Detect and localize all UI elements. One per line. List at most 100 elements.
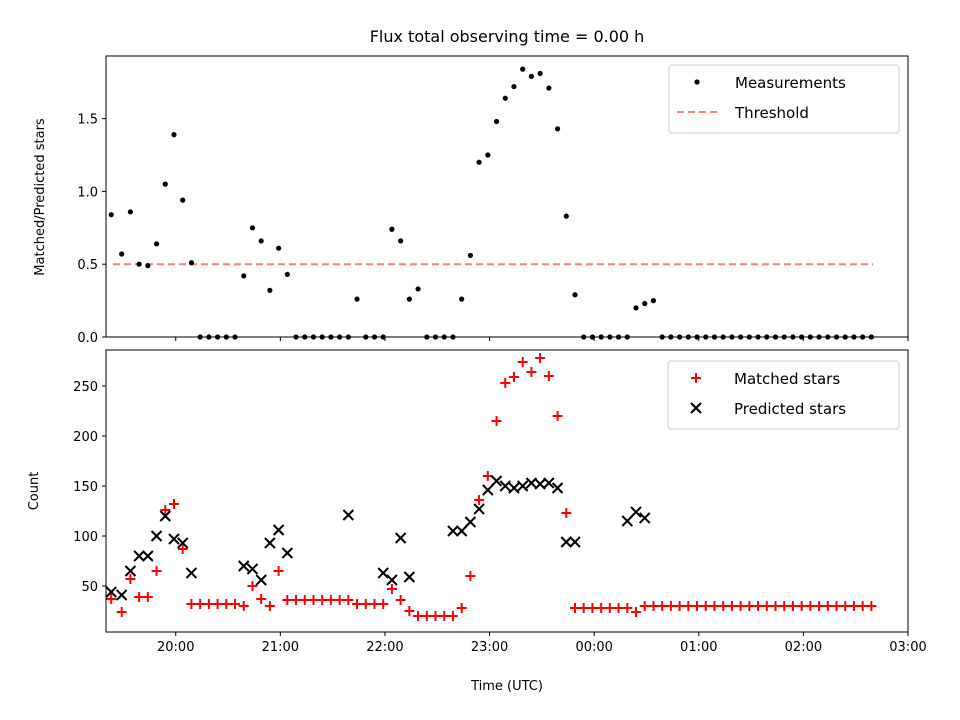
- matched-star-marker: [665, 601, 676, 611]
- matched-star-marker: [308, 595, 319, 605]
- measurement-point: [188, 260, 195, 266]
- matched-star-marker: [186, 599, 197, 609]
- matched-star-marker: [474, 495, 485, 505]
- measurement-point: [171, 132, 177, 138]
- matched-star-marker: [134, 592, 145, 602]
- matched-star-marker: [256, 594, 267, 604]
- y-tick-label: 250: [73, 380, 98, 395]
- measurement-point: [642, 300, 648, 307]
- measurement-point: [180, 197, 186, 203]
- figure-title: Flux total observing time = 0.00 h: [370, 27, 645, 46]
- matched-star-marker: [761, 601, 772, 611]
- matched-star-marker: [430, 611, 441, 621]
- y-tick-label: 50: [81, 580, 98, 595]
- measurement-point: [493, 118, 500, 125]
- bottom-y-axis-label: Count: [27, 472, 42, 511]
- predicted-star-marker: [281, 547, 294, 559]
- matched-star-marker: [413, 611, 424, 621]
- y-tick-label: 0.5: [77, 258, 98, 273]
- matched-star-marker: [604, 603, 615, 613]
- measurement-point: [267, 287, 273, 294]
- matched-star-marker: [360, 599, 371, 609]
- measurement-point: [145, 263, 151, 269]
- x-tick-label: 01:00: [680, 640, 717, 655]
- matched-star-marker: [421, 611, 432, 621]
- matched-star-marker: [631, 607, 642, 617]
- y-tick-label: 100: [73, 530, 98, 545]
- matched-star-marker: [596, 603, 607, 613]
- predicted-star-marker: [377, 567, 389, 579]
- measurement-point: [485, 152, 491, 158]
- measurement-point: [258, 238, 264, 244]
- matched-star-marker: [378, 599, 389, 609]
- matched-star-marker: [657, 601, 668, 611]
- x-tick-label: 21:00: [262, 640, 299, 655]
- predicted-star-marker: [560, 536, 572, 548]
- matched-star-marker: [291, 595, 302, 605]
- predicted-star-marker: [516, 480, 529, 492]
- matched-star-marker: [569, 603, 580, 613]
- legend-label: Predicted stars: [734, 400, 846, 418]
- measurement-point: [520, 66, 526, 72]
- predicted-star-marker: [105, 586, 117, 598]
- predicted-star-marker: [255, 574, 267, 586]
- legend-dot-icon: [694, 79, 700, 85]
- top-axes-frame: [105, 55, 909, 338]
- matched-star-marker: [230, 599, 241, 609]
- measurement-point: [554, 126, 561, 132]
- y-tick-label: 0.0: [77, 331, 98, 346]
- matched-star-marker: [386, 584, 397, 594]
- matched-star-marker: [299, 595, 310, 605]
- matched-star-marker: [264, 601, 275, 611]
- matched-star-marker: [692, 601, 703, 611]
- top-x-axis: [175, 337, 909, 341]
- matched-star-marker: [578, 603, 589, 613]
- matched-star-marker: [273, 566, 284, 576]
- matched-star-marker: [125, 574, 136, 584]
- bottom-x-axis: 20:00 21:00 22:00 23:00 00:00 01:00 02:00 03:00: [157, 632, 927, 655]
- predicted-star-marker: [455, 525, 468, 537]
- predicted-star-marker: [403, 571, 416, 583]
- predicted-star-marker: [621, 515, 634, 527]
- predicted-star-marker: [464, 516, 477, 528]
- matched-star-marker: [517, 357, 528, 367]
- measurement-point: [467, 252, 473, 259]
- matched-star-marker: [447, 611, 458, 621]
- x-tick-label: 03:00: [889, 640, 926, 655]
- measurement-point: [162, 181, 168, 187]
- predicted-star-marker: [159, 510, 171, 522]
- matched-star-marker: [160, 505, 171, 515]
- bottom-legend: Matched stars Predicted stars: [667, 360, 900, 430]
- matched-star-marker: [622, 603, 633, 613]
- predicted-star-marker: [499, 480, 511, 492]
- legend-frame: [667, 360, 900, 430]
- predicted-star-marker: [246, 563, 259, 575]
- matched-star-marker: [247, 581, 258, 591]
- matched-star-marker: [212, 599, 223, 609]
- matched-star-marker: [168, 499, 179, 509]
- measurement-point: [249, 225, 256, 231]
- matched-star-marker: [848, 601, 859, 611]
- matched-star-marker: [639, 601, 650, 611]
- measurement-point: [528, 73, 535, 79]
- predicted-star-marker: [185, 567, 198, 579]
- predicted-star-marker: [447, 525, 459, 537]
- y-tick-label: 150: [73, 480, 98, 495]
- measurement-point: [537, 70, 543, 77]
- matched-star-marker: [866, 601, 877, 611]
- predicted-star-marker: [386, 574, 398, 586]
- y-tick-label: 1.0: [77, 185, 98, 200]
- matched-star-marker: [203, 599, 214, 609]
- matched-star-marker: [779, 601, 790, 611]
- measurement-point: [284, 271, 290, 277]
- matched-star-marker: [334, 595, 345, 605]
- matched-star-marker: [561, 508, 572, 518]
- matched-star-marker: [735, 601, 746, 611]
- legend-cross-icon: [690, 402, 702, 414]
- matched-star-marker: [814, 601, 825, 611]
- predicted-star-marker: [569, 536, 581, 548]
- predicted-star-marker: [543, 477, 555, 489]
- x-tick-label: 23:00: [471, 640, 508, 655]
- matched-star-marker: [744, 601, 755, 611]
